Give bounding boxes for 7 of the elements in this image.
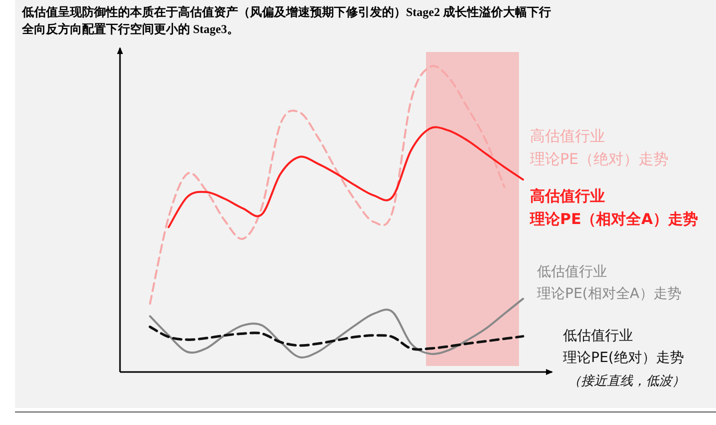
chart-subtitle: 全向反方向配置下行空间更小的 Stage3。 (21, 22, 239, 36)
series-label: 高估值行业理论PE（相对全A）走势 (529, 187, 698, 228)
text: 低估值行业理论PE(绝对）走势 (563, 328, 684, 366)
series-label: 低估值行业理论PE(相对全A）走势 (537, 264, 682, 302)
chart-title: 低估值呈现防御性的本质在于高估值资产（风偏及增速预期下修引发的）Stage2 成长性溢价大幅下行 (21, 5, 551, 19)
text: （接近直线，低波） (568, 373, 685, 388)
text: 高估值行业理论PE（绝对）走势 (530, 127, 669, 168)
